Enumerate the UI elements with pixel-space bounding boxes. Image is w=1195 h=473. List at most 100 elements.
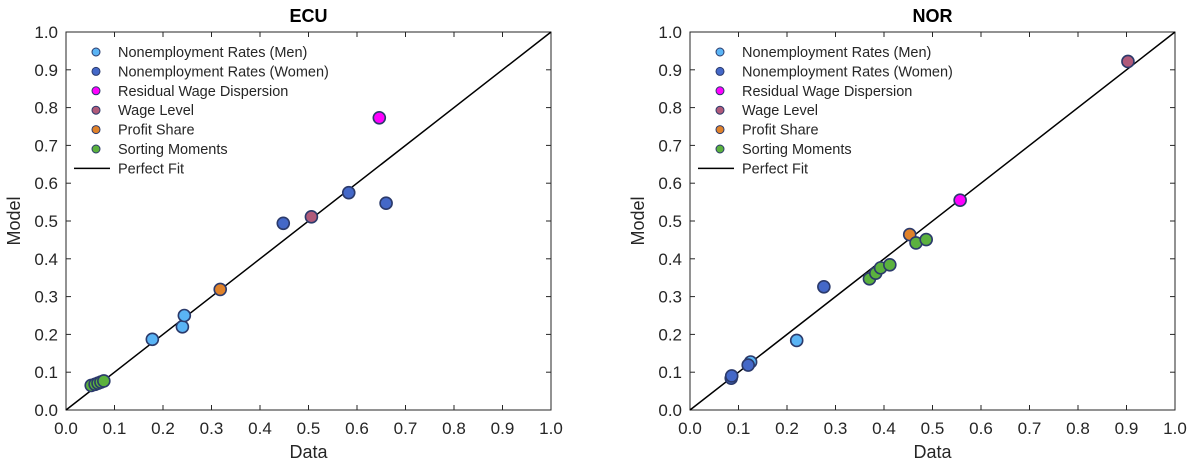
point-nonemployment-rates-men — [789, 333, 804, 348]
legend-marker — [715, 47, 725, 57]
y-tick-label: 0.8 — [34, 99, 58, 118]
y-tick-label: 0.1 — [658, 363, 682, 382]
point-nonemployment-rates-women — [341, 185, 356, 200]
y-tick-label: 0.4 — [658, 250, 682, 269]
x-tick-label: 0.6 — [969, 419, 993, 438]
legend-label: Perfect Fit — [118, 161, 184, 177]
x-tick-label: 0.2 — [151, 419, 175, 438]
x-tick-label: 0.4 — [248, 419, 272, 438]
x-tick-label: 0.0 — [54, 419, 78, 438]
legend-marker — [91, 47, 101, 57]
x-tick-label: 0.7 — [1018, 419, 1042, 438]
y-axis-label: Model — [628, 196, 648, 245]
point-residual-wage-dispersion — [372, 111, 387, 125]
y-tick-label: 0.0 — [34, 401, 58, 420]
legend-label: Sorting Moments — [118, 142, 228, 158]
legend-marker — [715, 66, 725, 76]
y-tick-label: 0.0 — [658, 401, 682, 420]
legend-marker — [91, 105, 101, 115]
y-tick-label: 0.9 — [658, 61, 682, 80]
point-sorting-moments — [97, 374, 111, 388]
x-tick-label: 0.3 — [200, 419, 224, 438]
point-nonemployment-rates-men — [175, 320, 190, 334]
y-tick-label: 0.2 — [658, 325, 682, 344]
x-tick-label: 0.8 — [442, 419, 466, 438]
legend-label: Nonemployment Rates (Women) — [742, 64, 953, 80]
legend-marker — [91, 86, 101, 96]
chart-title: ECU — [289, 6, 327, 26]
legend-label: Wage Level — [118, 103, 194, 119]
x-tick-label: 0.6 — [345, 419, 369, 438]
point-sorting-moments — [883, 258, 897, 272]
legend-label: Residual Wage Dispersion — [118, 84, 288, 100]
y-tick-label: 1.0 — [658, 23, 682, 42]
legend-marker — [91, 125, 101, 135]
legend-marker — [91, 66, 101, 76]
y-tick-label: 0.3 — [658, 288, 682, 307]
point-wage-level — [304, 210, 319, 224]
y-tick-label: 0.6 — [658, 174, 682, 193]
legend-label: Sorting Moments — [742, 142, 852, 158]
y-tick-label: 0.6 — [34, 174, 58, 193]
y-tick-label: 0.7 — [34, 136, 58, 155]
y-axis-label: Model — [4, 196, 24, 245]
y-tick-label: 0.3 — [34, 288, 58, 307]
x-tick-label: 0.1 — [103, 419, 127, 438]
y-tick-label: 0.2 — [34, 325, 58, 344]
x-tick-label: 1.0 — [1163, 419, 1187, 438]
legend: Nonemployment Rates (Men) Nonemployment R… — [698, 45, 953, 177]
y-tick-label: 0.5 — [34, 212, 58, 231]
legend-marker — [91, 144, 101, 154]
legend-label: Profit Share — [742, 123, 819, 139]
legend-label: Nonemployment Rates (Men) — [118, 45, 307, 61]
x-tick-label: 0.8 — [1066, 419, 1090, 438]
y-tick-label: 0.1 — [34, 363, 58, 382]
x-tick-label: 0.5 — [921, 419, 945, 438]
point-nonemployment-rates-men — [145, 332, 160, 347]
point-nonemployment-rates-women — [817, 279, 831, 294]
y-tick-label: 0.5 — [658, 212, 682, 231]
x-tick-label: 0.9 — [491, 419, 515, 438]
y-tick-label: 0.8 — [658, 99, 682, 118]
point-wage-level — [1121, 54, 1135, 69]
point-nonemployment-rates-women — [379, 196, 393, 211]
point-nonemployment-rates-women — [276, 216, 291, 231]
y-tick-label: 1.0 — [34, 23, 58, 42]
x-tick-label: 0.4 — [872, 419, 896, 438]
point-nonemployment-rates-women — [741, 358, 756, 372]
x-tick-label: 0.5 — [297, 419, 321, 438]
legend-label: Residual Wage Dispersion — [742, 84, 912, 100]
x-tick-label: 0.3 — [824, 419, 848, 438]
perfect-fit-line — [689, 31, 1176, 411]
legend-marker — [715, 125, 725, 135]
x-tick-label: 0.0 — [678, 419, 702, 438]
point-sorting-moments — [919, 232, 933, 247]
chart-panel-nor: 0.0 0.1 0.2 0.3 0.4 0.5 0.6 0.7 0.8 0.9 1.0 0.0 0.1 0… — [628, 6, 1187, 462]
legend-marker — [715, 105, 725, 115]
legend-label: Wage Level — [742, 103, 818, 119]
y-tick-label: 0.4 — [34, 250, 58, 269]
y-tick-label: 0.9 — [34, 61, 58, 80]
y-tick-label: 0.7 — [658, 136, 682, 155]
legend-label: Nonemployment Rates (Women) — [118, 64, 329, 80]
legend-marker — [715, 144, 725, 154]
point-nonemployment-rates-women — [724, 369, 739, 383]
legend-label: Perfect Fit — [742, 161, 808, 177]
x-tick-label: 0.1 — [727, 419, 751, 438]
x-axis-label: Data — [289, 442, 328, 462]
point-profit-share — [213, 282, 228, 297]
chart-title: NOR — [913, 6, 953, 26]
chart-panel-ecu: 0.0 0.1 0.2 0.3 0.4 0.5 0.6 0.7 0.8 0.9 1.0 0.0 0.1 0… — [4, 6, 563, 462]
legend-marker — [715, 86, 725, 96]
x-tick-label: 0.9 — [1115, 419, 1139, 438]
x-axis-label: Data — [913, 442, 952, 462]
legend: Nonemployment Rates (Men) Nonemployment R… — [74, 45, 329, 177]
legend-label: Profit Share — [118, 123, 195, 139]
x-tick-label: 0.2 — [775, 419, 799, 438]
legend-label: Nonemployment Rates (Men) — [742, 45, 931, 61]
x-tick-label: 0.7 — [394, 419, 418, 438]
point-residual-wage-dispersion — [953, 193, 967, 208]
x-tick-label: 1.0 — [539, 419, 563, 438]
